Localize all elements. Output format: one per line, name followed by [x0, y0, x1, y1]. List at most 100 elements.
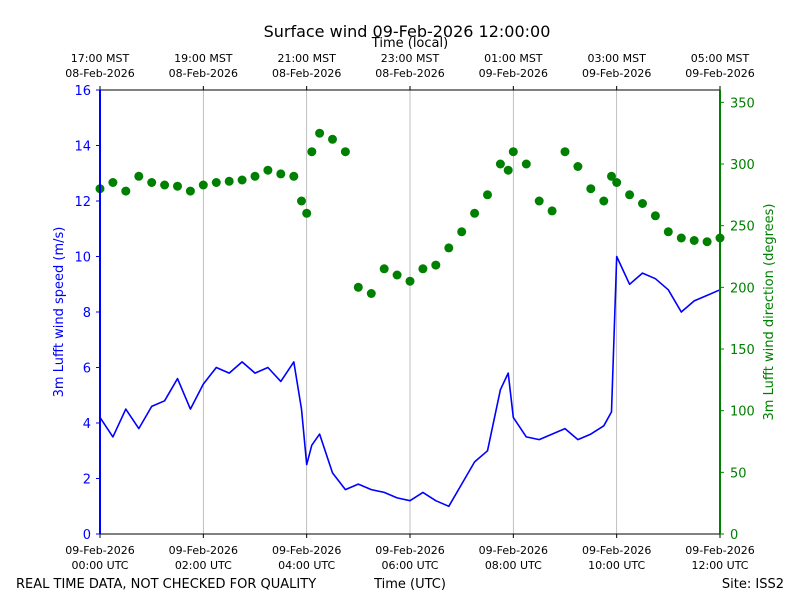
x-tick-top-date: 09-Feb-2026 — [685, 67, 754, 80]
wind-direction-point — [297, 196, 306, 206]
wind-direction-point — [302, 208, 312, 218]
y-tick-right-label: 350 — [730, 96, 755, 111]
wind-direction-point — [663, 227, 673, 237]
y-tick-left-label: 2 — [83, 473, 91, 488]
x-tick-bottom-time: 12:00 UTC — [691, 559, 748, 572]
wind-direction-point — [495, 159, 505, 169]
wind-direction-point — [211, 178, 221, 187]
wind-direction-point — [121, 186, 131, 196]
wind-direction-point — [160, 180, 170, 190]
wind-speed-line — [99, 255, 721, 508]
wind-direction-point — [431, 260, 441, 270]
wind-direction-point — [379, 264, 389, 274]
y-tick-right-label: 100 — [730, 405, 755, 420]
wind-direction-point — [307, 147, 317, 157]
wind-direction-point — [224, 176, 234, 186]
wind-direction-point — [366, 289, 376, 298]
chart-title: Surface wind 09-Feb-2026 12:00:00 — [264, 22, 551, 41]
wind-direction-point — [508, 147, 518, 157]
wind-direction-point — [353, 282, 363, 292]
y-tick-right-label: 150 — [730, 343, 755, 358]
wind-direction-point — [560, 147, 570, 157]
x-tick-bottom-date: 09-Feb-2026 — [169, 544, 238, 557]
axis-ticks: 09-Feb-2026 00:00 UTC 09-Feb-2026 02:00 UTC… — [65, 52, 755, 572]
x-tick-bottom-date: 09-Feb-2026 — [65, 544, 134, 557]
wind-direction-point — [289, 171, 299, 181]
wind-direction-point — [405, 276, 415, 286]
wind-direction-point — [315, 128, 325, 138]
x-tick-top-time: 21:00 MST — [277, 52, 336, 65]
x-tick-top-time: 03:00 MST — [587, 52, 646, 65]
quality-disclaimer: REAL TIME DATA, NOT CHECKED FOR QUALITY — [16, 577, 316, 592]
y-axis-left-label: 3m Lufft wind speed (m/s) — [52, 227, 67, 398]
site-label: Site: ISS2 — [722, 577, 784, 592]
x-tick-bottom-date: 09-Feb-2026 — [375, 544, 444, 557]
wind-direction-point — [250, 171, 260, 181]
wind-direction-point — [340, 147, 350, 157]
y-tick-right-label: 0 — [730, 528, 738, 543]
wind-direction-point — [702, 237, 712, 247]
wind-direction-point — [418, 264, 428, 274]
x-tick-bottom-time: 06:00 UTC — [381, 559, 438, 572]
x-axis-bottom-label: Time (UTC) — [373, 577, 446, 592]
x-tick-top-date: 08-Feb-2026 — [169, 67, 238, 80]
x-tick-top-time: 23:00 MST — [381, 52, 440, 65]
x-tick-bottom-date: 09-Feb-2026 — [582, 544, 651, 557]
x-tick-bottom-time: 04:00 UTC — [278, 559, 335, 572]
wind-direction-point — [263, 165, 273, 175]
x-tick-top-date: 09-Feb-2026 — [479, 67, 548, 80]
y-tick-left-label: 14 — [74, 140, 91, 155]
wind-direction-point — [134, 171, 144, 181]
y-tick-right-label: 50 — [730, 466, 747, 481]
x-grid — [99, 90, 721, 534]
x-tick-bottom-date: 09-Feb-2026 — [272, 544, 341, 557]
x-axis-top-label: Time (local) — [371, 36, 448, 51]
x-tick-bottom-time: 02:00 UTC — [175, 559, 232, 572]
x-tick-top-date: 08-Feb-2026 — [65, 67, 134, 80]
wind-direction-point — [108, 178, 118, 187]
y-tick-right-label: 200 — [730, 281, 755, 296]
wind-direction-point — [483, 190, 492, 200]
x-tick-top-time: 01:00 MST — [484, 52, 543, 65]
wind-direction-point — [689, 236, 699, 245]
x-tick-bottom-time: 10:00 UTC — [588, 559, 645, 572]
x-tick-bottom-time: 00:00 UTC — [71, 559, 128, 572]
x-tick-top-date: 08-Feb-2026 — [272, 67, 341, 80]
y-axis-right-label: 3m Lufft wind direction (degrees) — [762, 204, 777, 421]
wind-direction-point — [650, 211, 660, 221]
series-layer — [95, 128, 725, 508]
y-tick-right-label: 300 — [730, 158, 755, 173]
wind-direction-point — [573, 162, 583, 171]
wind-direction-point — [470, 208, 480, 218]
wind-direction-point — [503, 165, 513, 175]
x-tick-bottom-time: 08:00 UTC — [485, 559, 542, 572]
y-tick-left-label: 10 — [74, 251, 91, 266]
wind-direction-point — [276, 169, 286, 179]
y-tick-left-label: 0 — [83, 528, 91, 543]
y-tick-left-label: 6 — [83, 362, 91, 377]
y-tick-left-label: 4 — [83, 417, 91, 432]
x-tick-top-date: 08-Feb-2026 — [375, 67, 444, 80]
x-tick-top-time: 05:00 MST — [691, 52, 750, 65]
wind-direction-point — [444, 243, 454, 253]
wind-direction-point — [607, 171, 616, 181]
wind-direction-point — [147, 178, 157, 187]
x-tick-top-time: 17:00 MST — [71, 52, 130, 65]
wind-direction-point — [599, 196, 609, 206]
wind-direction-point — [237, 175, 247, 185]
wind-direction-point — [625, 190, 635, 200]
wind-direction-point — [392, 270, 402, 280]
y-tick-left-label: 12 — [74, 195, 91, 210]
x-tick-bottom-date: 09-Feb-2026 — [685, 544, 754, 557]
y-tick-left-label: 16 — [74, 84, 91, 99]
wind-direction-point — [198, 180, 208, 190]
wind-direction-point — [521, 159, 531, 169]
x-tick-top-date: 09-Feb-2026 — [582, 67, 651, 80]
wind-direction-point — [638, 199, 647, 208]
wind-direction-point — [612, 178, 622, 187]
y-tick-right-label: 250 — [730, 220, 755, 235]
wind-direction-point — [586, 184, 596, 194]
wind-direction-point — [676, 233, 686, 243]
wind-direction-point — [534, 196, 544, 206]
